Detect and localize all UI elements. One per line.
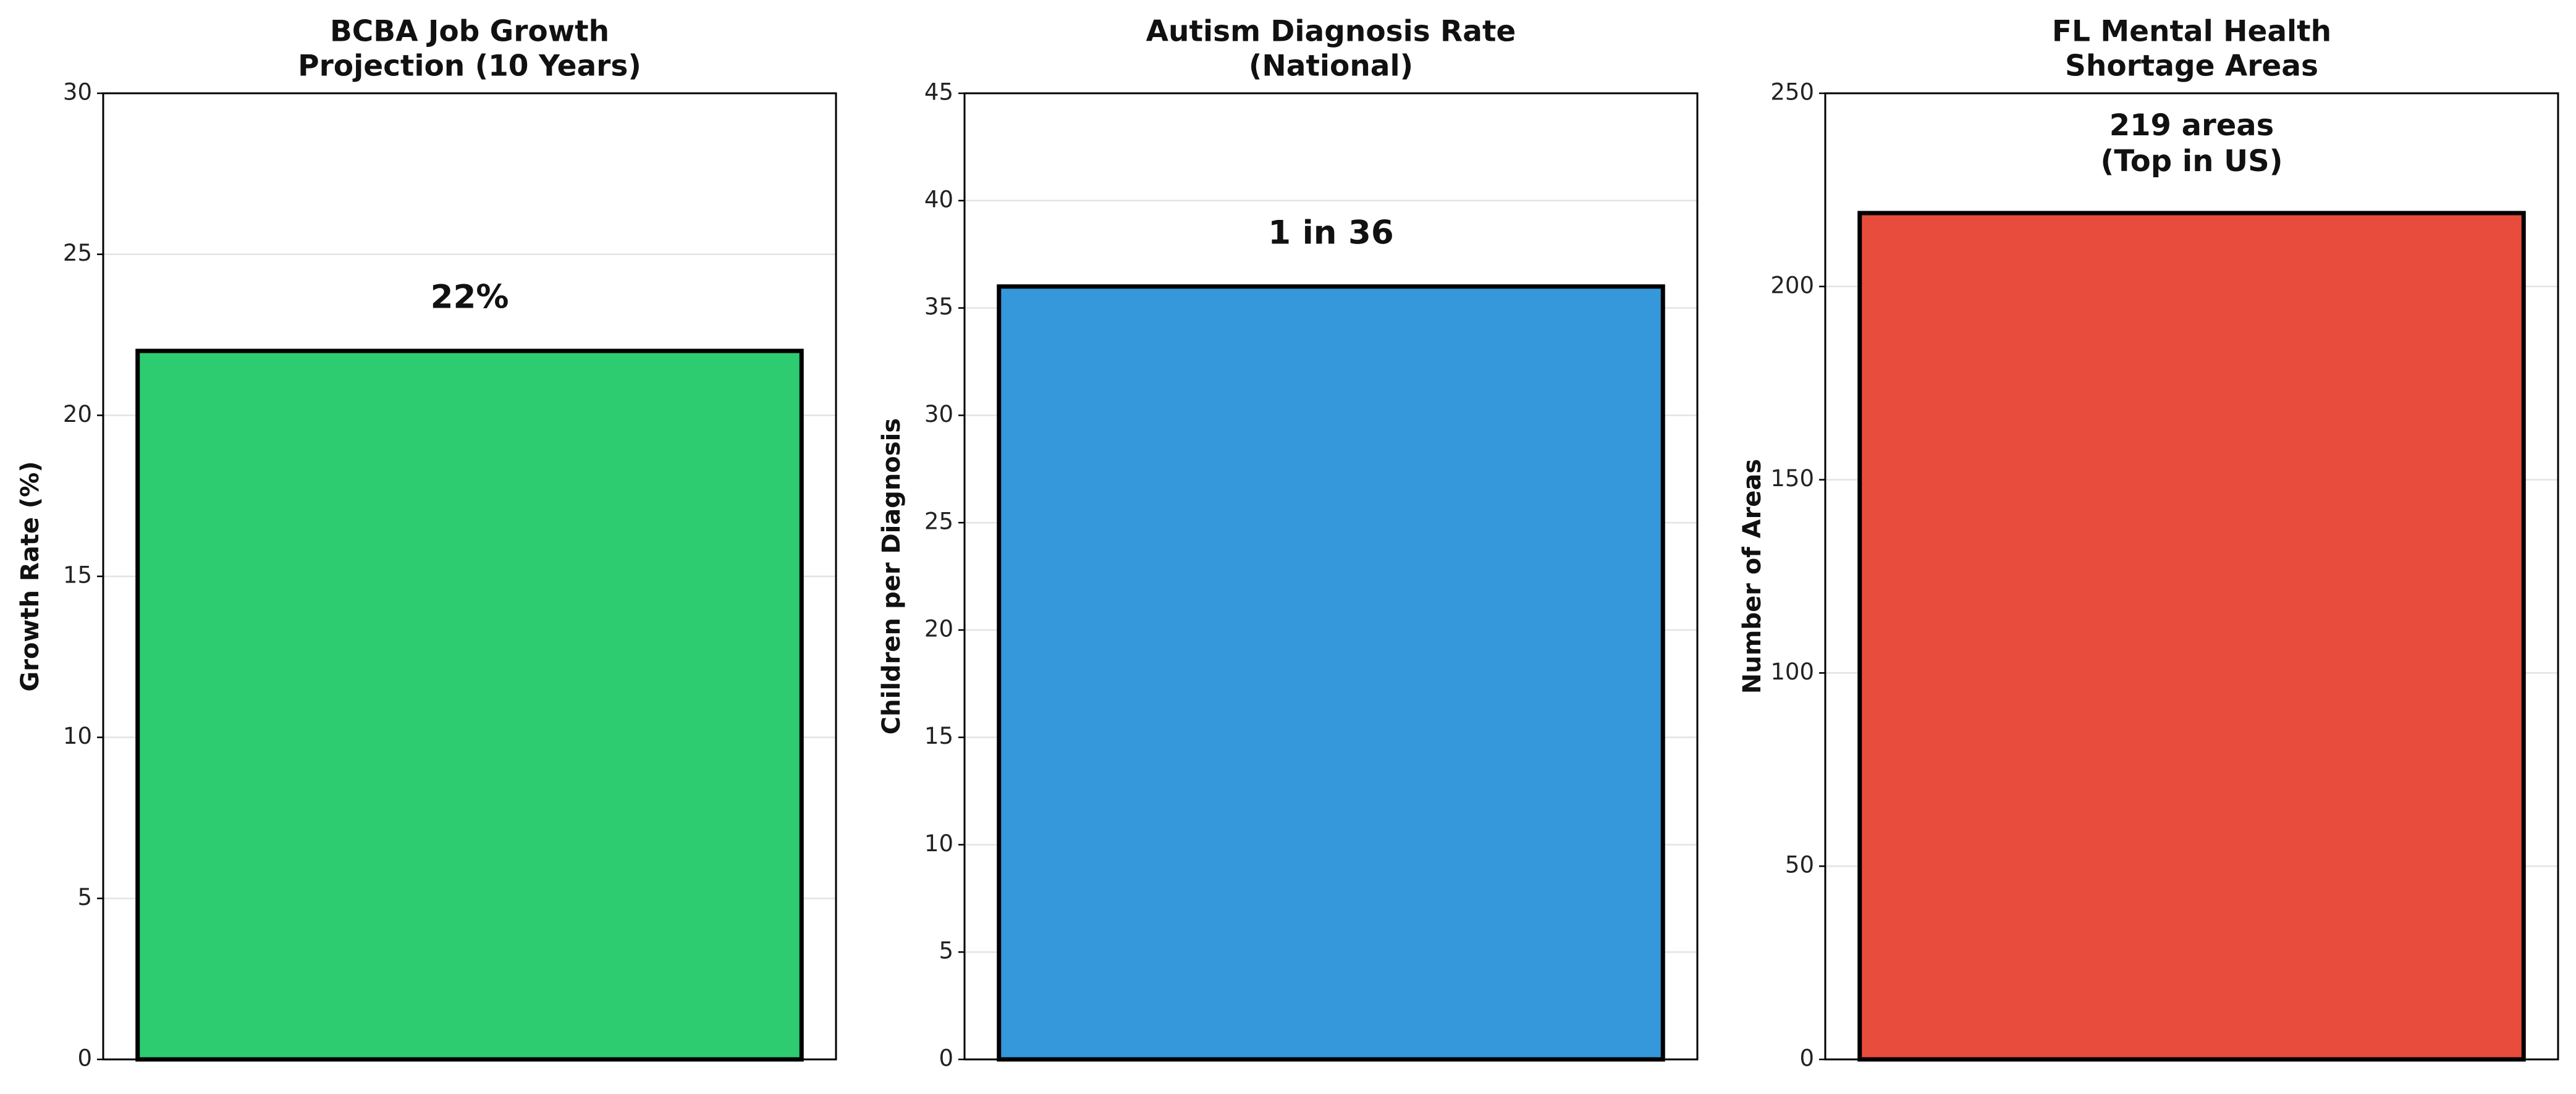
y-tick-label: 250 xyxy=(1770,79,1814,106)
value-label: 219 areas (Top in US) xyxy=(2100,108,2283,179)
y-tick-label: 20 xyxy=(924,615,953,642)
y-tick-label: 20 xyxy=(63,401,92,427)
bar xyxy=(997,284,1665,1062)
y-tick-label: 35 xyxy=(924,293,953,320)
y-tick-label: 5 xyxy=(939,938,953,964)
y-tick-label: 10 xyxy=(63,723,92,749)
y-tick-label: 30 xyxy=(63,79,92,106)
y-tick-label: 10 xyxy=(924,830,953,857)
y-tick-label: 150 xyxy=(1770,465,1814,492)
value-label: 22% xyxy=(430,278,509,316)
axes-frame xyxy=(102,92,837,1061)
bar xyxy=(135,348,804,1062)
y-tick-label: 45 xyxy=(924,79,953,106)
axes-frame xyxy=(1824,92,2559,1061)
y-tick-label: 0 xyxy=(77,1045,92,1072)
y-tick-label: 25 xyxy=(63,240,92,266)
y-tick-label: 15 xyxy=(924,723,953,749)
bar xyxy=(1857,211,2526,1062)
y-tick-label: 40 xyxy=(924,186,953,212)
y-tick-label: 15 xyxy=(63,562,92,589)
value-label: 1 in 36 xyxy=(1268,214,1394,252)
chart-title: BCBA Job Growth Projection (10 Years) xyxy=(298,14,641,83)
y-tick-label: 5 xyxy=(77,884,92,911)
y-tick-label: 0 xyxy=(939,1045,953,1072)
axes-frame xyxy=(963,92,1699,1061)
y-tick-label: 25 xyxy=(924,508,953,535)
y-axis-label: Number of Areas xyxy=(1738,458,1767,694)
y-tick-label: 30 xyxy=(924,401,953,427)
y-tick-label: 100 xyxy=(1770,659,1814,685)
y-tick-label: 50 xyxy=(1785,852,1814,878)
chart-title: FL Mental Health Shortage Areas xyxy=(2051,14,2332,83)
y-tick-label: 0 xyxy=(1799,1045,1814,1072)
y-axis-label: Growth Rate (%) xyxy=(16,461,44,692)
y-tick-label: 200 xyxy=(1770,272,1814,298)
y-axis-label: Children per Diagnosis xyxy=(877,418,906,735)
chart-title: Autism Diagnosis Rate (National) xyxy=(1146,14,1516,83)
